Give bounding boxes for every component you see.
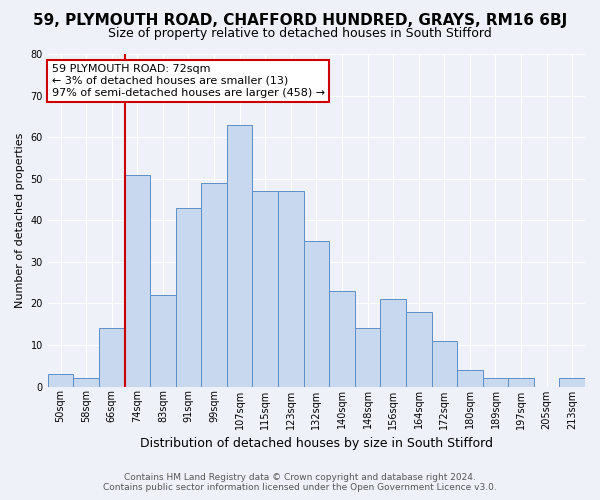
Bar bbox=[99, 328, 125, 386]
Bar bbox=[304, 241, 329, 386]
Bar bbox=[457, 370, 482, 386]
Bar bbox=[125, 174, 150, 386]
X-axis label: Distribution of detached houses by size in South Stifford: Distribution of detached houses by size … bbox=[140, 437, 493, 450]
Text: 59 PLYMOUTH ROAD: 72sqm
← 3% of detached houses are smaller (13)
97% of semi-det: 59 PLYMOUTH ROAD: 72sqm ← 3% of detached… bbox=[52, 64, 325, 98]
Bar bbox=[73, 378, 99, 386]
Bar bbox=[380, 299, 406, 386]
Bar bbox=[431, 341, 457, 386]
Bar bbox=[227, 124, 253, 386]
Bar bbox=[329, 291, 355, 386]
Bar bbox=[176, 208, 201, 386]
Bar bbox=[508, 378, 534, 386]
Bar bbox=[253, 191, 278, 386]
Bar bbox=[406, 312, 431, 386]
Bar bbox=[482, 378, 508, 386]
Bar bbox=[355, 328, 380, 386]
Bar bbox=[278, 191, 304, 386]
Text: Size of property relative to detached houses in South Stifford: Size of property relative to detached ho… bbox=[108, 28, 492, 40]
Bar bbox=[559, 378, 585, 386]
Bar bbox=[150, 295, 176, 386]
Y-axis label: Number of detached properties: Number of detached properties bbox=[15, 132, 25, 308]
Text: Contains HM Land Registry data © Crown copyright and database right 2024.
Contai: Contains HM Land Registry data © Crown c… bbox=[103, 473, 497, 492]
Bar bbox=[201, 183, 227, 386]
Text: 59, PLYMOUTH ROAD, CHAFFORD HUNDRED, GRAYS, RM16 6BJ: 59, PLYMOUTH ROAD, CHAFFORD HUNDRED, GRA… bbox=[33, 12, 567, 28]
Bar bbox=[48, 374, 73, 386]
